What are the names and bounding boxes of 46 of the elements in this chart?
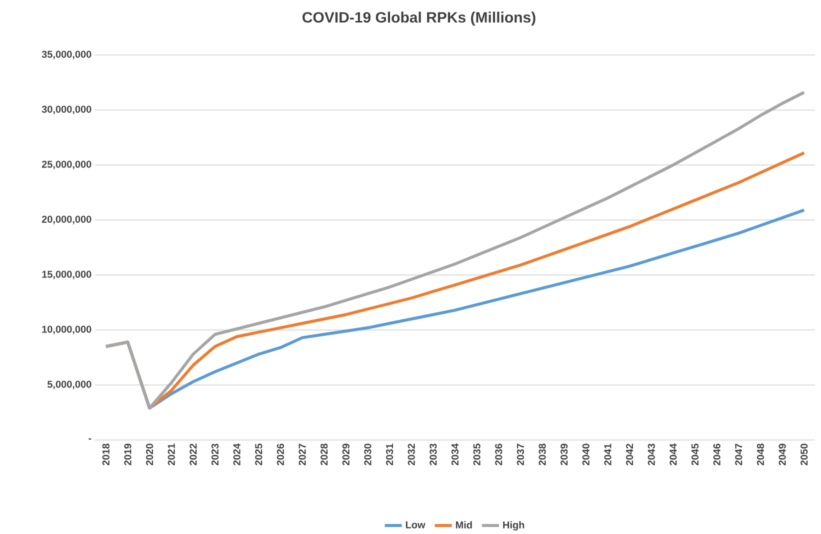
x-tick-label: 2038 [538, 444, 546, 466]
x-tick-label: 2032 [408, 444, 415, 466]
x-tick-label: 2037 [516, 444, 524, 466]
legend-label: High [503, 521, 524, 531]
y-tick-label: 25,000,000 [42, 160, 92, 170]
x-tick-label: 2019 [124, 444, 132, 466]
x-tick-label: 2034 [451, 443, 459, 466]
legend-label: Low [406, 521, 426, 528]
x-tick-label: 2021 [168, 444, 175, 466]
x-tick-label: 2033 [430, 444, 437, 466]
x-tick-label: 2045 [691, 444, 699, 466]
y-tick-label: - [88, 438, 92, 440]
x-tick-label: 2036 [495, 444, 502, 466]
x-tick-label: 2050 [800, 444, 808, 466]
x-tick-label: 2027 [298, 444, 306, 466]
x-tick-label: 2024 [233, 443, 240, 466]
x-tick-label: 2048 [756, 444, 764, 466]
x-tick-label: 2029 [342, 444, 350, 466]
x-tick-label: 2026 [276, 444, 284, 466]
x-tick-label: 2022 [190, 444, 197, 466]
y-tick-label: 5,000,000 [47, 380, 92, 390]
y-tick-label: 30,000,000 [42, 106, 92, 114]
x-tick-label: 2018 [102, 444, 110, 466]
x-tick-label: 2028 [320, 444, 328, 466]
y-tick-label: 10,000,000 [42, 326, 92, 334]
line-series [104, 90, 806, 410]
x-tick-label: 2046 [713, 444, 720, 466]
legend-label: Mid [456, 521, 472, 529]
y-tick-label: 15,000,000 [42, 270, 92, 280]
x-tick-label: 2020 [146, 444, 154, 466]
x-tick-label: 2042 [626, 444, 634, 466]
x-tick-label: 2035 [473, 444, 480, 466]
x-tick-label: 2030 [364, 444, 372, 466]
x-tick-label: 2040 [582, 444, 590, 466]
y-tick-label: 35,000,000 [42, 50, 92, 60]
x-tick-label: 2039 [560, 444, 568, 466]
x-tick-label: 2025 [255, 444, 262, 466]
x-tick-label: 2023 [211, 444, 219, 466]
y-tick-label: 20,000,000 [42, 216, 92, 224]
x-tick-label: 2041 [604, 444, 612, 466]
x-tick-label: 2044 [670, 443, 677, 466]
x-tick-label: 2043 [648, 444, 655, 466]
x-tick-label: 2031 [386, 444, 394, 466]
x-tick-label: 2049 [778, 444, 786, 466]
chart-title: COVID-19 Global RPKs (Millions) [302, 12, 536, 26]
x-tick-label: 2047 [735, 444, 742, 466]
